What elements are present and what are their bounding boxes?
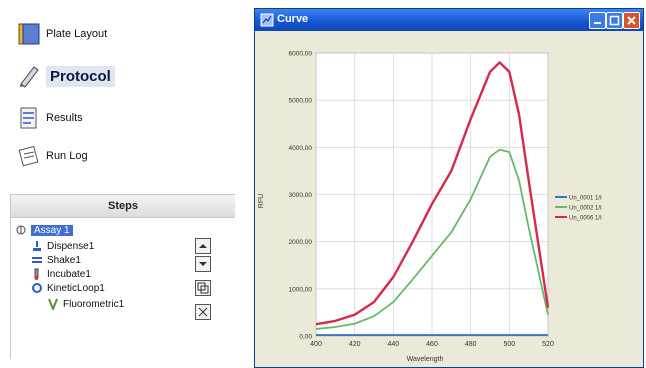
copy-icon — [197, 282, 209, 294]
legend-label-1: Un_0001 1/I — [569, 196, 602, 202]
fluorometric-icon — [48, 298, 58, 310]
protocol-icon — [20, 66, 39, 88]
y-tick-label: 0,00 — [299, 334, 312, 341]
nav-item-run-log[interactable]: Run Log — [18, 144, 88, 168]
x-tick-label: 480 — [465, 341, 477, 348]
window-title: Curve — [277, 13, 309, 25]
tree-label-assay: Assay 1 — [31, 224, 73, 236]
tree-label-fluorometric: Fluorometric1 — [63, 298, 125, 310]
run-log-icon — [18, 145, 39, 167]
tree-label-dispense: Dispense1 — [47, 240, 95, 252]
y-tick-label: 6000,00 — [289, 51, 313, 58]
legend-label-2: Un_0002 1/I — [569, 206, 602, 212]
curve-window: Curve 400 420 440 460 480 500 520 0,00 1000,00 20… — [254, 8, 644, 368]
y-tick-label: 1000,00 — [289, 286, 313, 293]
nav-item-results[interactable]: Results — [18, 106, 83, 130]
series-line-3 — [315, 61, 550, 326]
x-tick-label: 500 — [503, 341, 515, 348]
close-icon — [627, 16, 636, 25]
arrow-down-icon — [199, 262, 207, 266]
y-tick-label: 2000,00 — [289, 239, 313, 246]
delete-step-button[interactable] — [195, 304, 211, 320]
window-titlebar[interactable]: Curve — [255, 9, 643, 31]
tree-item-fluorometric[interactable]: Fluorometric1 — [47, 298, 124, 310]
move-up-button[interactable] — [195, 238, 211, 254]
plate-layout-icon — [18, 23, 40, 45]
y-axis-label: RFU — [258, 194, 265, 208]
tree-item-shake[interactable]: Shake1 — [31, 254, 81, 266]
shake-icon — [32, 257, 42, 263]
tree-label-shake: Shake1 — [47, 254, 81, 266]
tree-item-incubate[interactable]: Incubate1 — [31, 268, 91, 280]
tree-label-kinetic-loop: KineticLoop1 — [47, 282, 105, 294]
maximize-button[interactable] — [606, 12, 623, 29]
maximize-icon — [609, 15, 620, 26]
y-tick-label: 3000,00 — [289, 192, 313, 199]
curve-chart: 400 420 440 460 480 500 520 0,00 1000,00 2000,00 3… — [255, 31, 643, 367]
nav-label-protocol: Protocol — [46, 65, 115, 87]
minimize-icon — [594, 22, 601, 24]
assay-icon — [16, 225, 26, 235]
nav-label-plate-layout: Plate Layout — [46, 28, 108, 40]
window-app-icon — [260, 13, 274, 27]
x-axis-label: Wavelength — [407, 356, 444, 363]
legend-label-3: Un_0006 1/I — [569, 216, 602, 222]
nav-item-plate-layout[interactable]: Plate Layout — [18, 22, 107, 46]
delete-icon — [198, 307, 208, 317]
x-tick-label: 400 — [310, 341, 322, 348]
series-line-2 — [315, 148, 549, 330]
copy-step-button[interactable] — [195, 280, 211, 296]
nav-label-results: Results — [46, 112, 83, 124]
results-icon — [20, 107, 37, 129]
y-tick-label: 4000,00 — [289, 145, 313, 152]
steps-header: Steps — [11, 194, 235, 218]
nav-item-protocol[interactable]: Protocol — [18, 64, 115, 88]
move-down-button[interactable] — [195, 256, 211, 272]
dispense-icon — [33, 241, 41, 251]
x-tick-label: 460 — [426, 341, 438, 348]
y-tick-label: 5000,00 — [289, 98, 313, 105]
incubate-icon — [34, 268, 39, 280]
tree-label-incubate: Incubate1 — [47, 268, 91, 280]
tree-item-kinetic-loop[interactable]: KineticLoop1 — [31, 282, 105, 294]
tree-item-dispense[interactable]: Dispense1 — [31, 240, 94, 252]
x-tick-label: 440 — [387, 341, 399, 348]
nav-label-run-log: Run Log — [46, 150, 88, 162]
close-button[interactable] — [623, 12, 640, 29]
kinetic-loop-icon — [32, 283, 42, 293]
x-tick-label: 520 — [542, 341, 554, 348]
arrow-up-icon — [199, 244, 207, 248]
steps-panel: Steps Assay 1 Dispense1 Shake1 Incubate1… — [10, 194, 235, 359]
minimize-button[interactable] — [589, 12, 606, 29]
x-tick-label: 420 — [349, 341, 361, 348]
protocol-panel: Plate Layout Protocol Results Run Log St… — [4, 4, 235, 362]
tree-item-assay[interactable]: Assay 1 — [15, 224, 73, 236]
